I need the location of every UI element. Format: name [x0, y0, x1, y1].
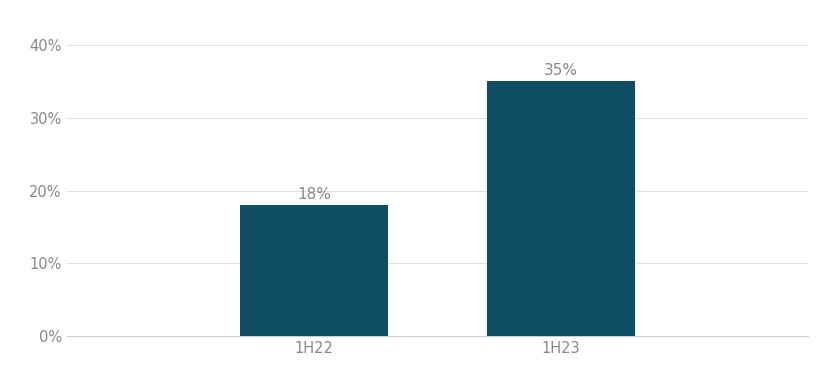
Bar — [486, 81, 635, 336]
Text: 35%: 35% — [544, 63, 578, 78]
Text: 18%: 18% — [297, 186, 331, 202]
Bar — [240, 205, 388, 336]
